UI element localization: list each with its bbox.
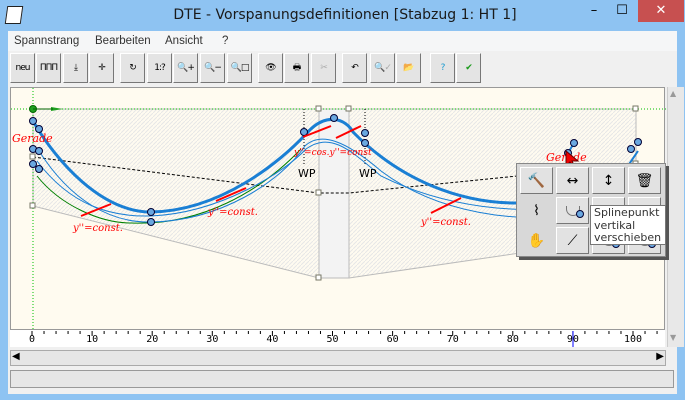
spline-tangent-tool-button[interactable]: ⟋ (556, 227, 589, 254)
centroid-axis (32, 156, 637, 194)
label-wp-left: WP (298, 167, 316, 180)
direction-arrow (51, 107, 63, 111)
ruler-tick-label: 70 (446, 334, 459, 345)
zoom-window-button[interactable]: 🔍□ (227, 53, 252, 83)
app-icon (4, 6, 24, 24)
scroll-right-icon[interactable]: ▶ (656, 351, 664, 362)
disabled-tool-button[interactable]: ✂ (311, 53, 336, 83)
new-button[interactable]: neu (10, 53, 35, 83)
scroll-left-icon[interactable]: ◀ (12, 351, 20, 362)
tooltip-line: Splinepunkt (594, 206, 660, 219)
tendon-thin-2 (36, 141, 562, 217)
zoom-out-button[interactable]: 🔍− (200, 53, 225, 83)
ruler-tick-label: 40 (266, 334, 279, 345)
support-zone (318, 108, 350, 279)
open-folder-button[interactable]: 📂 (396, 53, 421, 83)
label-const-3: y''=const. (420, 217, 471, 228)
zoom-in-button[interactable]: 🔍+ (173, 53, 198, 83)
label-gerade-left: Gerade (12, 132, 53, 145)
spline-icon (565, 205, 584, 218)
label-const-2: y''=const. (207, 207, 258, 218)
ruler-tick-label: 60 (386, 334, 399, 345)
ruler-tick-label: 20 (146, 334, 159, 345)
window-title: DTE - Vorspanungsdefinitionen [Stabzug 1… (173, 7, 517, 23)
ruler-tick-label: 100 (624, 334, 643, 345)
ruler-tick-label: 30 (206, 334, 219, 345)
menu-bar (8, 31, 677, 51)
ruler-tick-label: 10 (86, 334, 99, 345)
menu-bearbeiten[interactable]: Bearbeiten (95, 35, 151, 47)
help-button[interactable]: ? (430, 53, 455, 83)
undo-button[interactable]: ↶ (342, 53, 367, 83)
maximize-button[interactable]: ☐ (616, 3, 628, 18)
ok-button[interactable]: ✔ (456, 53, 481, 83)
title-bar (0, 0, 685, 31)
menu-help[interactable]: ? (222, 35, 229, 47)
rotate-button[interactable]: ↻ (120, 53, 145, 83)
move-horizontal-tool-button[interactable]: ↔ (556, 167, 589, 194)
tendon-main (31, 117, 562, 214)
scroll-down-icon[interactable]: ▼ (670, 333, 677, 342)
menu-spannstrang[interactable]: Spannstrang (14, 35, 80, 47)
tendon-thin-1 (38, 138, 562, 223)
horizontal-scrollbar[interactable]: ◀ ▶ (10, 350, 666, 366)
scale-button[interactable]: 1:? (147, 53, 172, 83)
hammer-tool-button[interactable]: 🔨 (520, 167, 553, 194)
ruler-tick-label: 90 (566, 334, 579, 345)
label-const-1: y''=const. (72, 223, 123, 234)
ruler-tick-label: 50 (326, 334, 339, 345)
spline-point-tool-button[interactable] (556, 197, 589, 224)
ruler (10, 330, 665, 347)
grab-tool-button[interactable]: ✋ (527, 232, 546, 249)
ruler-tick-label: 0 (29, 334, 36, 345)
tooltip-line: vertikal (594, 218, 636, 232)
move-vertical-tool-button[interactable]: ↕ (592, 167, 625, 194)
ruler-tick-label: 80 (506, 334, 519, 345)
tendon-drawing: Gerade Gerade y''=const. y''=const. y''=… (11, 88, 666, 331)
tooltip-line: verschieben (594, 231, 662, 244)
scroll-up-icon[interactable]: ▲ (670, 89, 677, 98)
view-button[interactable]: 👁 (258, 53, 283, 83)
minimize-button[interactable]: – (590, 3, 598, 18)
spring-tool-button[interactable]: ⌇ (533, 202, 540, 219)
delete-tool-button[interactable]: 🗑 (628, 167, 661, 194)
tooltip: Splinepunkt vertikal verschieben (590, 205, 666, 245)
label-wp-right: WP (359, 167, 377, 180)
close-button[interactable]: ✕ (638, 0, 684, 22)
menu-ansicht[interactable]: Ansicht (165, 35, 203, 47)
vertical-scrollbar[interactable]: ▲ ▼ (667, 87, 684, 347)
label-const-4: y''=cos.y''=const (293, 148, 372, 158)
print-button[interactable]: 🖶 (284, 53, 309, 83)
status-bar (10, 370, 674, 388)
curve-axes-button[interactable]: ✛ (89, 53, 114, 83)
check-disabled-button[interactable]: 🔍✓ (370, 53, 395, 83)
curve-down-button[interactable]: ⤓ (63, 53, 88, 83)
strands-button[interactable]: ΠΠΠ (36, 53, 61, 83)
